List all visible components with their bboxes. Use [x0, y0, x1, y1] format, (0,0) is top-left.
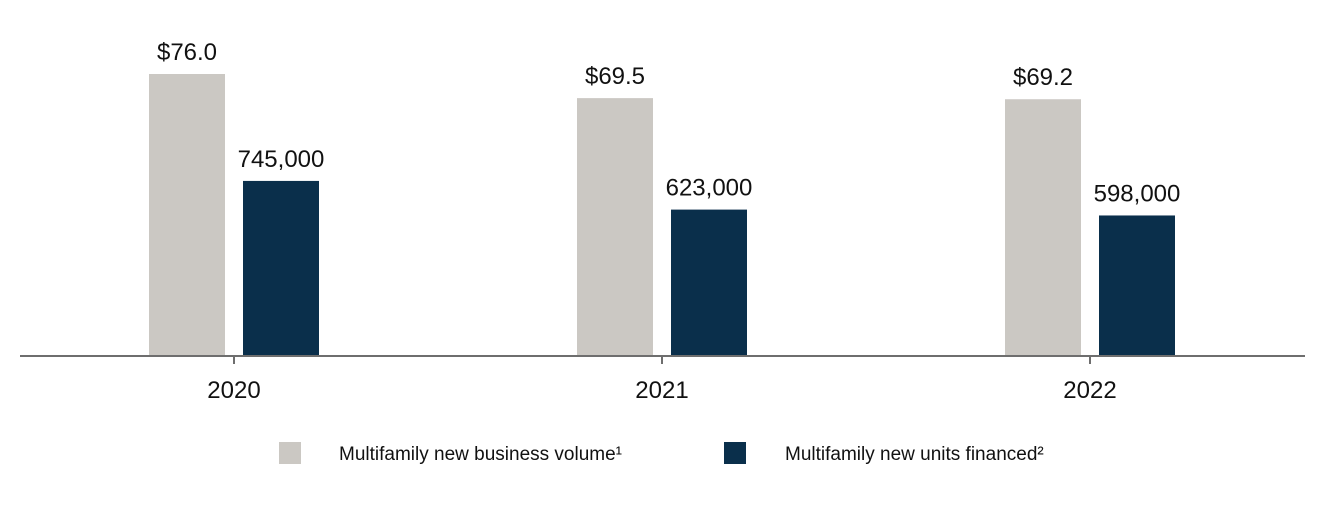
legend-label-series-2: Multifamily new units financed² [785, 444, 1044, 465]
data-label-2021-series-1: $69.5 [585, 63, 645, 90]
legend-swatch-series-1 [279, 442, 301, 464]
data-labels-group: $76.0 745,000 $69.5 623,000 $69.2 598,000 [157, 39, 1180, 207]
bar-2020-series-2 [243, 180, 319, 356]
x-tick-label-2020: 2020 [207, 377, 260, 404]
data-label-2022-series-1: $69.2 [1013, 64, 1073, 91]
data-label-2022-series-2: 598,000 [1094, 180, 1181, 207]
bar-2022-series-2 [1099, 215, 1175, 356]
bar-2021-series-1 [577, 98, 653, 357]
x-tick-label-2021: 2021 [635, 377, 688, 404]
bars-group [149, 74, 1175, 357]
legend: Multifamily new business volume¹ Multifam… [279, 442, 1044, 465]
x-axis-ticks-group: 2020 2021 2022 [207, 356, 1117, 404]
legend-label-series-1: Multifamily new business volume¹ [339, 444, 622, 465]
data-label-2020-series-2: 745,000 [238, 146, 325, 173]
x-tick-label-2022: 2022 [1063, 377, 1116, 404]
legend-swatch-series-2 [724, 442, 746, 464]
bar-2022-series-1 [1005, 99, 1081, 357]
data-label-2020-series-1: $76.0 [157, 39, 217, 66]
bar-2021-series-2 [671, 209, 747, 356]
data-label-2021-series-2: 623,000 [666, 175, 753, 202]
bar-2020-series-1 [149, 74, 225, 356]
